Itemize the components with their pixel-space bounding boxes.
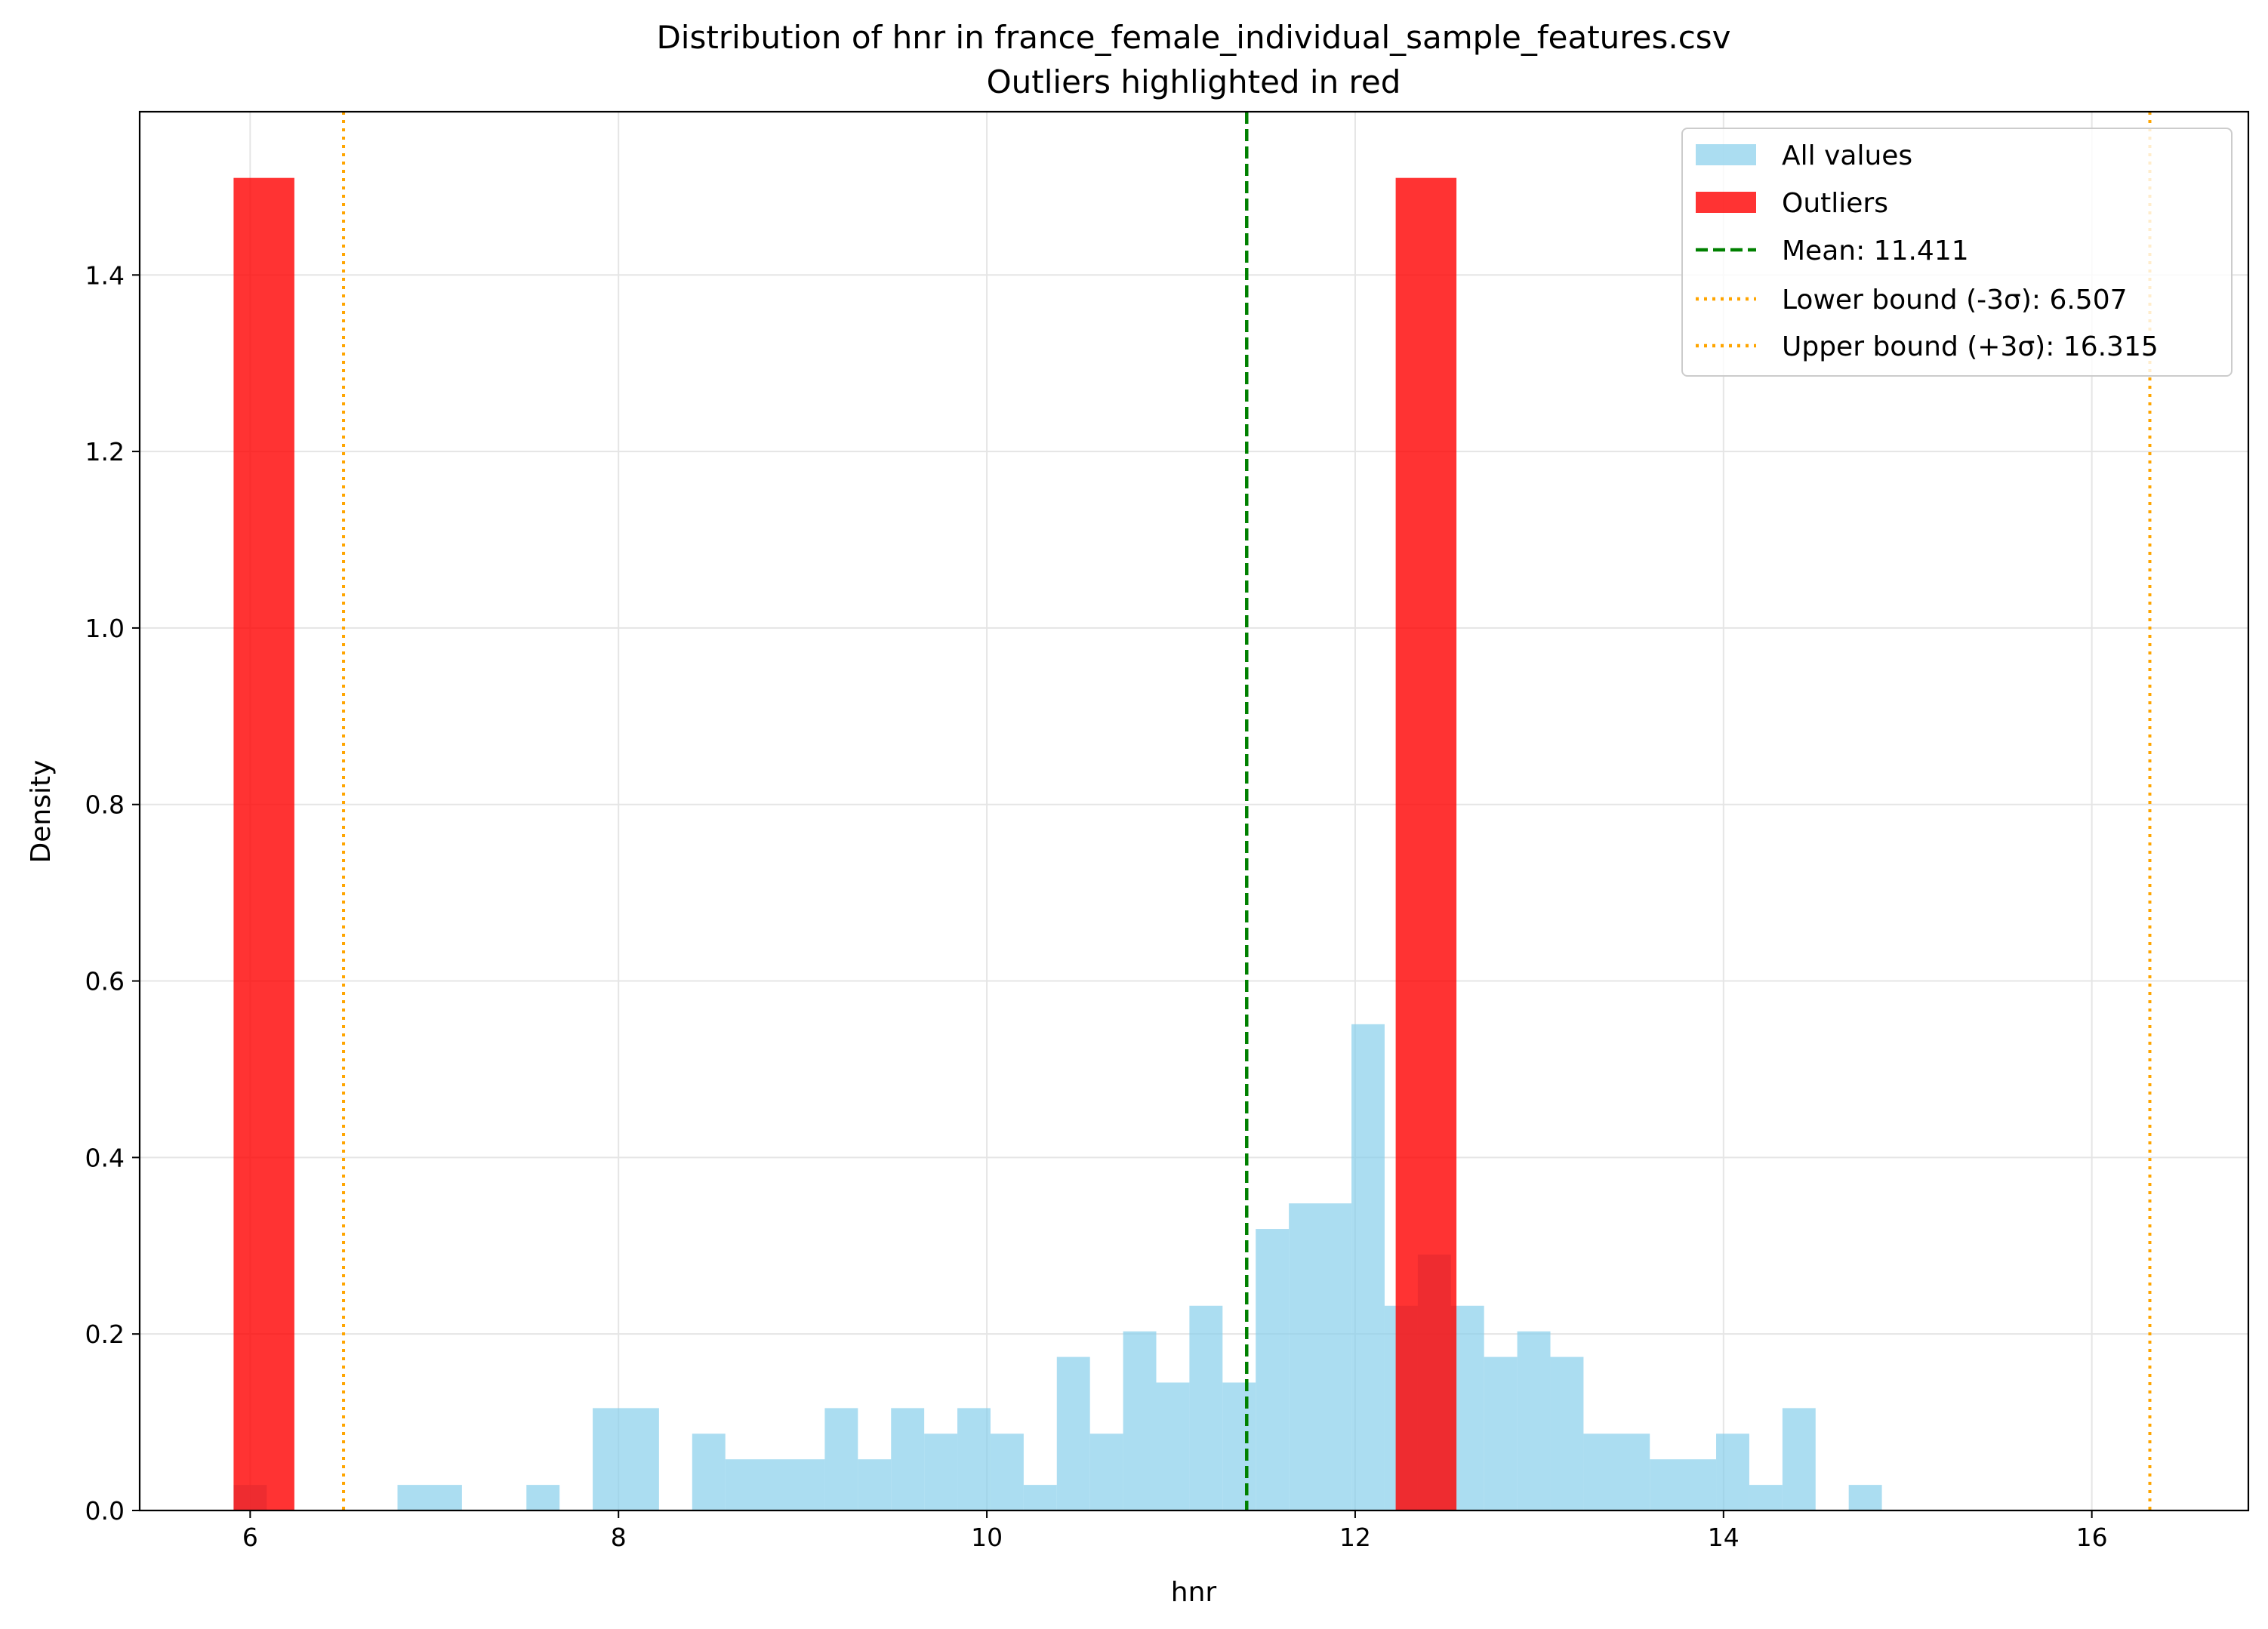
bar-all-values	[397, 1485, 462, 1510]
y-tick-label: 0.2	[85, 1320, 125, 1349]
bar-all-values	[1749, 1485, 1783, 1510]
bar-all-values	[1289, 1203, 1352, 1510]
bar-all-values	[692, 1433, 726, 1510]
y-tick-label: 0.6	[85, 967, 125, 996]
y-tick-label: 1.0	[85, 614, 125, 643]
x-tick-label: 6	[242, 1523, 258, 1552]
bar-all-values	[1517, 1331, 1551, 1510]
x-axis-label: hnr	[1171, 1577, 1217, 1608]
x-tick-label: 14	[1708, 1523, 1740, 1552]
legend-label-upper-bound: Upper bound (+3σ): 16.315	[1782, 331, 2159, 362]
bar-all-values	[990, 1433, 1024, 1510]
bar-all-values	[1256, 1229, 1290, 1510]
legend-label-outliers: Outliers	[1782, 188, 1888, 219]
y-tick-label: 0.0	[85, 1496, 125, 1526]
bar-all-values	[725, 1459, 825, 1510]
bar-all-values	[891, 1408, 925, 1510]
bar-all-values	[1123, 1331, 1157, 1510]
bar-all-values	[1650, 1459, 1717, 1510]
bar-all-values	[1089, 1433, 1123, 1510]
x-axis: 6 8 10 12 14 16	[242, 1510, 2108, 1552]
bar-all-values	[824, 1408, 858, 1510]
outlier-bars	[233, 177, 1457, 1510]
legend-box	[1681, 128, 2233, 377]
x-tick-label: 10	[971, 1523, 1003, 1552]
bar-outlier	[233, 177, 294, 1510]
legend-swatch-all-values	[1696, 144, 1756, 165]
y-axis-label: Density	[26, 760, 57, 864]
chart-title: Distribution of hnr in france_female_ind…	[656, 19, 1730, 56]
y-tick-label: 1.2	[85, 437, 125, 467]
bar-all-values	[957, 1408, 991, 1510]
bar-all-values	[1782, 1408, 1816, 1510]
bar-all-values	[1189, 1305, 1223, 1510]
y-axis: 0.0 0.2 0.4 0.6 0.8 1.0 1.2 1.4	[85, 260, 140, 1526]
plot-frame	[138, 110, 2250, 1512]
bar-all-values	[526, 1485, 560, 1510]
y-tick-label: 0.4	[85, 1143, 125, 1172]
legend-swatch-outliers	[1696, 192, 1756, 213]
x-tick-label: 8	[611, 1523, 627, 1552]
bar-all-values	[1583, 1433, 1650, 1510]
bar-all-values	[1550, 1356, 1584, 1510]
bar-all-values	[924, 1433, 958, 1510]
bar-outlier	[1395, 177, 1457, 1510]
legend: All values Outliers Mean: 11.411 Lower b…	[1681, 128, 2233, 377]
bar-all-values	[1023, 1485, 1057, 1510]
x-tick-label: 12	[1339, 1523, 1371, 1552]
y-tick-label: 1.4	[85, 260, 125, 290]
bar-all-values	[1056, 1356, 1090, 1510]
bar-all-values	[593, 1408, 659, 1510]
y-tick-label: 0.8	[85, 790, 125, 820]
x-tick-label: 16	[2076, 1523, 2108, 1552]
bar-all-values	[1484, 1356, 1518, 1510]
bar-all-values	[858, 1459, 892, 1510]
bar-all-values	[1156, 1382, 1190, 1510]
legend-label-mean: Mean: 11.411	[1782, 236, 1969, 266]
legend-label-lower-bound: Lower bound (-3σ): 6.507	[1782, 285, 2128, 316]
bar-all-values	[1222, 1382, 1256, 1510]
bar-all-values	[1716, 1433, 1749, 1510]
bar-all-values	[1351, 1024, 1385, 1510]
bar-all-values	[1848, 1485, 1882, 1510]
legend-label-all-values: All values	[1782, 140, 1912, 171]
chart-subtitle: Outliers highlighted in red	[987, 63, 1401, 100]
